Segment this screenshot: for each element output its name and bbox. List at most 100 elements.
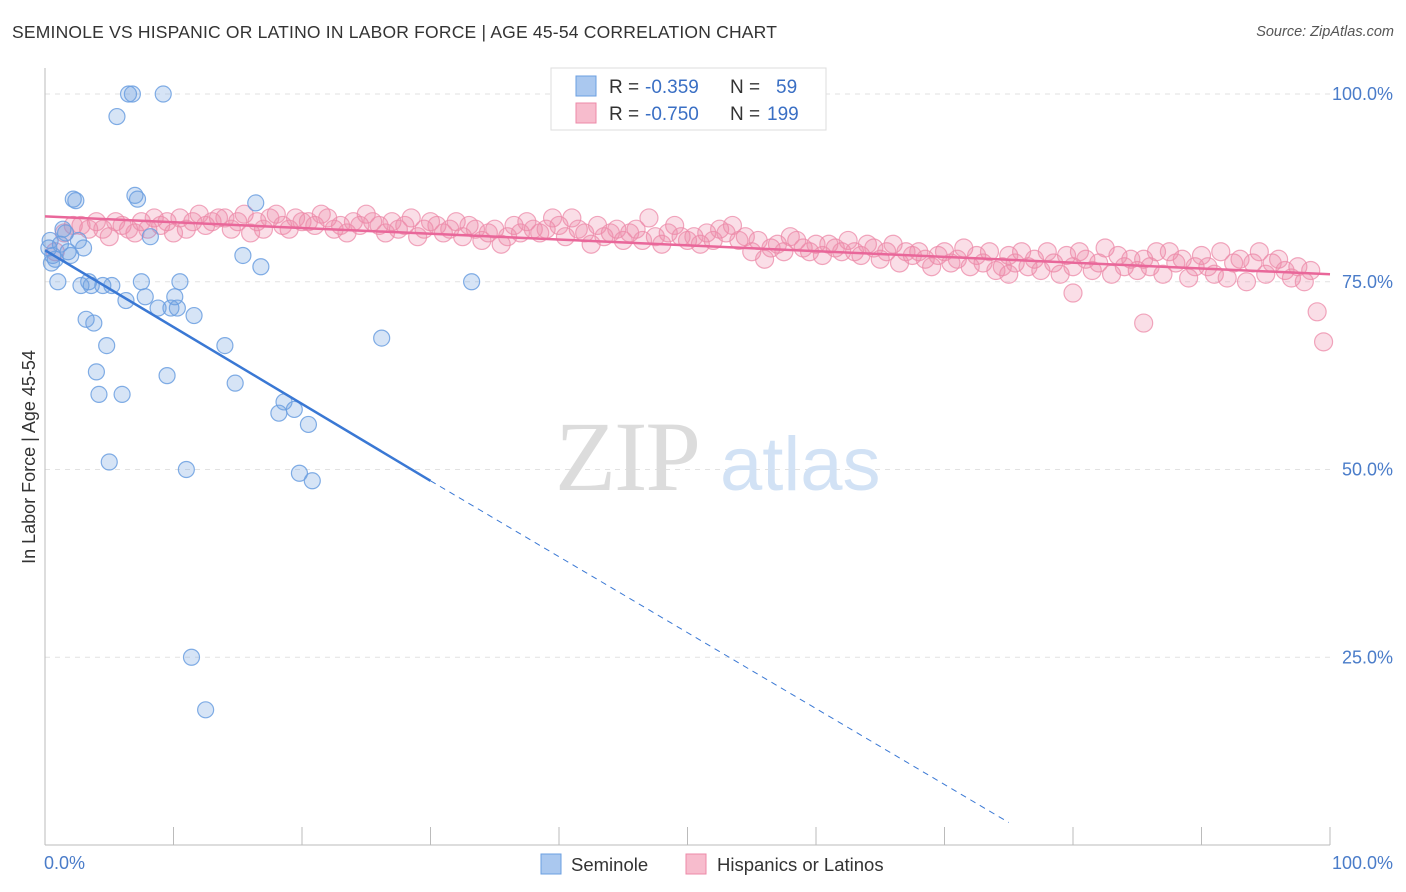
data-point-hispanic <box>1275 260 1295 281</box>
watermark-zip: ZIP <box>555 401 699 512</box>
legend-n-label: N = <box>730 77 760 98</box>
data-point-seminole <box>166 288 184 306</box>
data-point-hispanic <box>658 223 678 243</box>
legend-bottom-swatch-hispanic <box>685 853 707 875</box>
watermark-atlas: atlas <box>720 422 881 507</box>
data-point-seminole <box>177 460 195 479</box>
data-point-hispanic <box>517 212 537 232</box>
trend-line-hispanic <box>44 215 1331 276</box>
data-point-seminole <box>74 239 93 257</box>
data-point-seminole <box>158 367 176 385</box>
legend-swatch-hispanic <box>575 102 597 124</box>
data-point-seminole <box>252 258 270 276</box>
data-point-hispanic <box>992 257 1012 277</box>
data-point-hispanic <box>999 264 1019 284</box>
data-point-hispanic <box>1082 260 1102 281</box>
data-point-hispanic <box>1256 264 1276 284</box>
data-point-seminole <box>56 224 75 242</box>
data-point-hispanic <box>562 208 582 228</box>
data-point-hispanic <box>877 242 897 262</box>
data-point-hispanic <box>369 215 389 236</box>
data-point-hispanic <box>979 242 1000 262</box>
data-point-hispanic <box>86 212 107 232</box>
data-point-hispanic <box>1236 272 1257 292</box>
legend-r-label: R = <box>609 77 639 98</box>
data-point-hispanic <box>208 208 229 228</box>
data-point-seminole <box>98 336 116 355</box>
legend-bottom-label-seminole: Seminole <box>571 854 648 875</box>
legend-r-label: R = <box>609 104 639 125</box>
data-point-seminole <box>113 385 131 404</box>
data-point-hispanic <box>382 212 402 232</box>
data-point-hispanic <box>1268 249 1289 269</box>
data-point-seminole <box>247 194 265 212</box>
data-point-seminole <box>87 363 106 381</box>
data-point-hispanic <box>176 219 196 239</box>
data-point-seminole <box>67 192 85 210</box>
x-tick-label: 100.0% <box>1332 853 1393 873</box>
data-point-seminole <box>463 273 481 291</box>
data-point-hispanic <box>607 219 627 239</box>
data-point-hispanic <box>1069 242 1090 262</box>
legend-r-value: -0.359 <box>645 77 699 98</box>
data-point-hispanic <box>241 223 261 243</box>
data-point-seminole <box>49 273 67 291</box>
source-credit: Source: ZipAtlas.com <box>1256 24 1394 40</box>
data-point-seminole <box>149 299 167 317</box>
data-point-seminole <box>162 299 180 317</box>
data-point-hispanic <box>356 204 376 224</box>
data-point-hispanic <box>504 215 524 236</box>
series-hispanic-points <box>45 204 1334 352</box>
data-point-hispanic <box>1198 257 1218 277</box>
data-point-hispanic <box>1018 257 1038 277</box>
y-tick-label: 25.0% <box>1342 647 1393 667</box>
data-point-seminole <box>90 385 108 404</box>
axes <box>44 68 1331 846</box>
data-point-seminole <box>299 415 318 434</box>
y-tick-label: 50.0% <box>1342 460 1393 480</box>
data-point-hispanic <box>1153 264 1173 284</box>
data-point-hispanic <box>632 230 653 251</box>
data-point-seminole <box>100 453 118 471</box>
data-point-seminole <box>285 400 303 419</box>
watermark: ZIP atlas <box>555 401 881 512</box>
data-point-seminole <box>141 228 159 246</box>
data-point-seminole <box>108 107 126 126</box>
data-point-hispanic <box>1249 242 1269 262</box>
data-point-hispanic <box>1114 257 1135 277</box>
y-tick-label: 75.0% <box>1342 272 1393 292</box>
data-point-seminole <box>290 464 309 482</box>
data-point-hispanic <box>690 234 710 254</box>
data-point-seminole <box>226 374 244 392</box>
legend-n-value: 59 <box>776 77 797 98</box>
data-point-hispanic <box>1056 245 1077 266</box>
trend-lines <box>44 215 1331 823</box>
data-point-hispanic <box>253 219 274 239</box>
data-point-hispanic <box>1063 283 1083 303</box>
series-seminole-points <box>40 85 481 719</box>
data-point-hispanic <box>215 208 235 228</box>
data-point-seminole <box>373 329 391 347</box>
data-point-seminole <box>136 288 154 306</box>
data-point-seminole <box>62 246 80 265</box>
data-point-seminole <box>168 299 186 317</box>
data-point-hispanic <box>491 234 511 254</box>
data-point-hispanic <box>1313 332 1334 352</box>
data-point-hispanic <box>626 219 646 239</box>
data-point-seminole <box>123 85 141 103</box>
data-point-hispanic <box>1230 249 1250 269</box>
legend-bottom: Seminole Hispanics or Latinos <box>540 853 884 875</box>
data-point-hispanic <box>395 215 415 236</box>
data-point-hispanic <box>292 212 312 232</box>
x-tick-label: 0.0% <box>44 853 85 873</box>
data-point-seminole <box>85 314 103 332</box>
y-tick-label: 100.0% <box>1332 84 1393 104</box>
data-point-seminole <box>171 273 189 291</box>
tick-labels: 100.0% 75.0% 50.0% 25.0% 0.0% 100.0% <box>44 84 1393 873</box>
data-point-seminole <box>197 701 215 719</box>
data-point-seminole <box>154 85 172 103</box>
data-point-hispanic <box>1301 260 1321 281</box>
legend-bottom-label-hispanic: Hispanics or Latinos <box>717 854 884 875</box>
data-point-seminole <box>182 648 201 666</box>
